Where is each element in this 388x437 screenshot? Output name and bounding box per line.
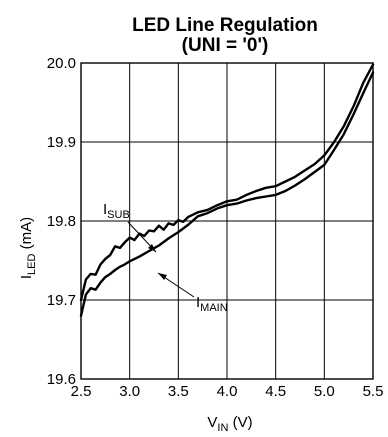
series-lines (79, 63, 375, 317)
y-axis-label-subscript: LED (26, 253, 38, 274)
series-label-isub: ISUB (103, 201, 130, 221)
x-axis-label-subscript: IN (217, 422, 228, 432)
x-axis-label: VIN (V) (207, 414, 252, 432)
series-label-imain: IMAIN (196, 294, 228, 314)
y-tick-label: 20.0 (47, 55, 76, 72)
y-axis-label-main: I (18, 275, 35, 279)
plot-frame (80, 62, 374, 380)
chart-title: LED Line Regulation (132, 15, 318, 36)
chart-subtitle: (UNI = '0') (182, 35, 269, 56)
series-line-isub (79, 63, 375, 302)
grid-lines (81, 63, 373, 379)
x-tick-label: 3.5 (168, 383, 189, 400)
y-tick-label: 19.9 (47, 134, 76, 151)
series-label-isub-subscript: SUB (107, 209, 130, 221)
tick-labels: 2.5 3.0 3.5 4.0 4.5 5.0 5.5 19.6 19.7 19.8 19.9 20.… (47, 55, 384, 400)
series-label-imain-main: I (196, 294, 200, 311)
isub-leader-arrowhead (148, 244, 156, 252)
x-tick-label: 2.5 (71, 383, 92, 400)
y-axis-label-unit: (mA) (18, 217, 35, 254)
x-tick-label: 5.5 (363, 383, 384, 400)
y-tick-label: 19.6 (47, 371, 76, 388)
series-line-imain (79, 71, 375, 317)
imain-leader-arrowhead (158, 273, 167, 280)
series-label-isub-main: I (103, 201, 107, 218)
x-tick-label: 5.0 (314, 383, 335, 400)
y-axis-label: ILED (mA) (18, 217, 38, 279)
x-tick-label: 4.0 (217, 383, 238, 400)
x-tick-label: 4.5 (265, 383, 286, 400)
x-tick-label: 3.0 (119, 383, 140, 400)
y-tick-label: 19.8 (47, 213, 76, 230)
x-axis-label-main: V (207, 414, 217, 431)
series-label-imain-subscript: MAIN (200, 302, 228, 314)
y-tick-label: 19.7 (47, 292, 76, 309)
x-axis-label-unit: (V) (228, 414, 252, 431)
